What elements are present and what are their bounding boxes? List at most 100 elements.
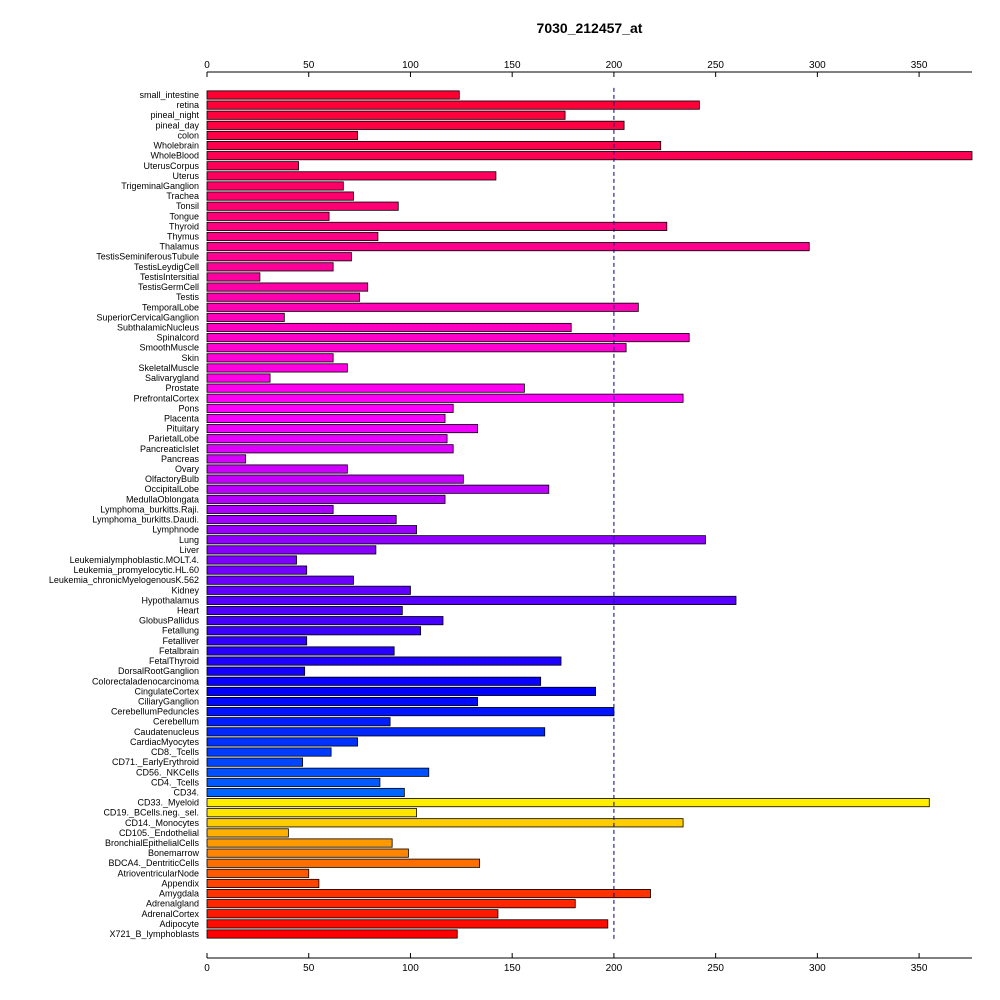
category-label: BronchialEpithelialCells [105,838,200,848]
category-label: GlobusPallidus [139,616,200,626]
bar [206,626,422,636]
category-label: DorsalRootGanglion [118,666,199,676]
bar [206,161,299,171]
category-label: Fetalbrain [159,646,199,656]
bar [206,525,417,535]
bar [206,727,546,737]
axis-tick-label: 200 [606,963,623,974]
category-label: Skin [181,353,199,363]
bar [206,757,304,767]
bar [206,656,562,666]
category-label: CD105._Endothelial [119,828,199,838]
category-label: TestisLeydigCell [134,262,199,272]
category-label: Lung [179,535,199,545]
bar [206,434,448,444]
bar [206,636,308,646]
category-label: Thymus [167,232,200,242]
bar [206,393,684,403]
category-label: Salivarygland [145,373,199,383]
x-axis-bottom: 0 50 100 150 200 250 300 350 [204,953,972,974]
bar [206,616,444,626]
category-label: WholeBlood [150,151,199,161]
axis-tick-label: 200 [606,60,623,71]
bar [206,575,354,585]
category-label: Spinalcord [156,333,199,343]
bar [206,504,334,514]
category-label: Wholebrain [153,141,199,151]
bar [206,747,332,757]
category-label: CardiacMyocytes [130,737,200,747]
category-label: Heart [177,606,200,616]
category-label: Cerebellum [153,717,199,727]
bar [206,676,542,686]
category-label: Colorectaladenocarcinoma [92,676,199,686]
bar [206,787,405,798]
bar [206,686,597,696]
bar [206,464,348,474]
bar [206,302,639,312]
bar [206,909,499,919]
bar [206,474,464,484]
category-label: Tonsil [176,201,199,211]
category-label: colon [177,130,199,140]
bar [206,191,354,201]
bar [206,454,247,464]
bar [206,363,348,373]
bar [206,221,668,231]
x-axis-top: 0 50 100 150 200 250 300 350 [204,60,972,77]
bar [206,798,930,808]
category-label: UterusCorpus [143,161,199,171]
bar [206,292,360,302]
bar [206,231,379,242]
bar [206,383,525,393]
category-label: TestisSeminiferousTubule [96,252,199,262]
bar [206,171,497,181]
category-label: Hypothalamus [141,595,199,605]
bar [206,515,397,525]
bar [206,818,684,828]
bar [206,838,393,848]
bar [206,858,481,868]
category-label: OccipitalLobe [144,484,199,494]
category-label: Uterus [172,171,199,181]
category-label: Amygdala [159,889,199,899]
bar [206,919,609,929]
bar [206,272,261,282]
bar [206,808,417,818]
axis-tick-label: 50 [303,60,315,71]
bar [206,312,285,322]
category-label: Testis [176,292,200,302]
bar [206,444,454,454]
bar [206,110,566,120]
category-label: CD8._Tcells [151,747,200,757]
bar [206,201,399,211]
category-label: SkeletalMuscle [138,363,199,373]
bar [206,282,369,292]
bar [206,120,625,130]
bar [206,646,395,656]
bar [206,252,352,262]
bar-group [206,90,973,939]
category-label: CD19._BCells.neg._sel. [103,808,199,818]
category-label: Tongue [169,211,199,221]
category-label: Lymphnode [152,525,199,535]
bar [206,403,454,413]
category-label: Trachea [166,191,199,201]
bar [206,868,310,878]
category-label: MedullaOblongata [126,494,199,504]
category-label: TemporalLobe [142,302,199,312]
bar [206,333,690,343]
category-label: Fetalliver [162,636,199,646]
bar [206,100,700,110]
category-label: ParietalLobe [148,434,199,444]
category-label: OlfactoryBulb [145,474,199,484]
category-label: CD14._Monocytes [125,818,200,828]
bar [206,605,403,616]
category-labels: small_intestineretinapineal_nightpineal_… [49,90,200,939]
axis-tick-label: 100 [402,963,419,974]
category-label: retina [176,100,199,110]
category-label: Lymphoma_burkitts.Raji. [100,504,199,514]
bar [206,545,377,555]
bar [206,878,320,889]
